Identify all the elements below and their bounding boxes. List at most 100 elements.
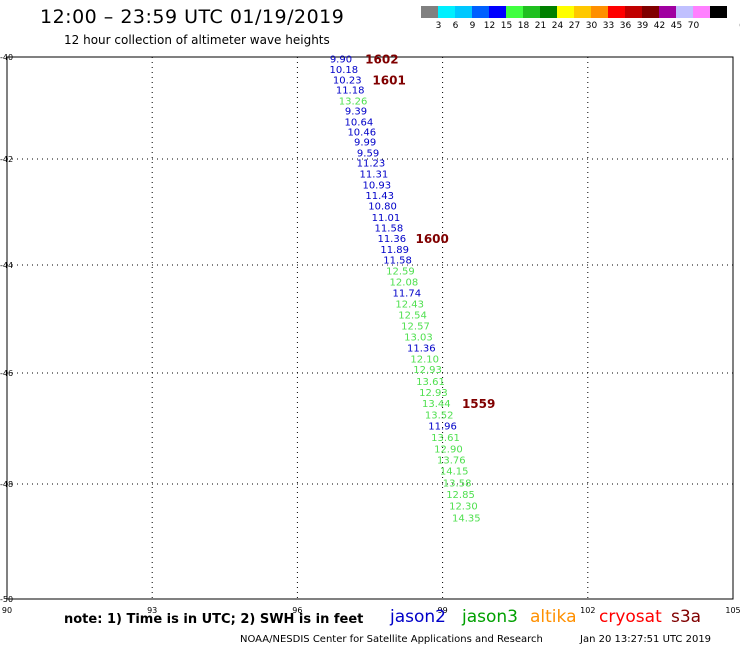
wave-height-label: 10.46	[347, 127, 376, 138]
legend-label: 70	[687, 21, 700, 31]
lon-tick-label: 99	[438, 606, 448, 615]
wave-height-label: 11.23	[357, 159, 386, 170]
legend-label: 15	[500, 21, 513, 31]
legend-label: 12	[483, 21, 496, 31]
wave-height-label: 11.43	[365, 191, 394, 202]
legend-swatch	[523, 6, 540, 18]
wave-height-label: 13.26	[339, 96, 368, 107]
wave-height-label: 12.90	[434, 444, 463, 455]
lon-tick-label: 96	[292, 606, 302, 615]
legend-label: 45	[670, 21, 683, 31]
wave-height-label: 10.64	[345, 117, 374, 128]
lon-tick-label: 105	[725, 606, 740, 615]
legend-swatch	[557, 6, 574, 18]
wave-height-label: 13.58	[443, 478, 472, 489]
wave-height-label: 13.61	[431, 433, 460, 444]
lat-tick-label: -40	[0, 53, 13, 62]
wave-height-label: 9.59	[357, 148, 379, 159]
wave-height-label: 12.59	[386, 266, 415, 277]
lat-tick-label: -44	[0, 261, 13, 270]
map-grid	[7, 57, 733, 599]
satellite-name: altika	[530, 607, 577, 627]
satellite-name: jason2	[390, 607, 446, 627]
legend-label: 18	[517, 21, 530, 31]
legend-swatch	[591, 6, 608, 18]
legend-label: 6	[452, 21, 459, 31]
legend-swatch	[625, 6, 642, 18]
credit-text: NOAA/NESDIS Center for Satellite Applica…	[240, 634, 543, 645]
generated-timestamp: Jan 20 13:27:51 UTC 2019	[580, 634, 712, 645]
wave-height-label: 12.08	[390, 278, 419, 289]
wave-height-label: 11.18	[336, 86, 365, 97]
legend-label: 36	[619, 21, 632, 31]
lat-tick-label: -50	[0, 595, 13, 604]
wave-height-label: 13.76	[437, 456, 466, 467]
legend-swatch	[472, 6, 489, 18]
wave-height-label: 11.74	[392, 289, 421, 300]
satellite-name: s3a	[671, 607, 702, 627]
wave-height-label: 13.61	[416, 377, 445, 388]
wave-height-label: 9.99	[354, 138, 376, 149]
time-label: 1601	[372, 73, 405, 87]
lat-tick-label: -48	[0, 480, 13, 489]
legend-swatch	[455, 6, 472, 18]
legend-swatch	[438, 6, 455, 18]
legend-label: 42	[653, 21, 666, 31]
wave-height-label: 13.52	[425, 411, 454, 422]
wave-height-label: 10.93	[362, 180, 391, 191]
wave-height-label: 12.10	[410, 354, 439, 365]
legend-label: 24	[551, 21, 564, 31]
lat-tick-label: -46	[0, 369, 13, 378]
wave-height-label: 12.54	[398, 311, 427, 322]
wave-height-label: 11.89	[380, 245, 409, 256]
wave-height-label: 10.23	[333, 75, 362, 86]
wave-height-label: 14.15	[440, 467, 469, 478]
wave-height-label: 12.57	[401, 321, 430, 332]
wave-height-label: 14.35	[452, 513, 481, 524]
time-label: 1559	[462, 397, 495, 411]
wave-height-label: 11.58	[375, 223, 404, 234]
lon-tick-label: 90	[2, 606, 12, 615]
lat-tick-label: -42	[0, 155, 13, 164]
wave-height-label: 12.43	[395, 299, 424, 310]
page-title: 12:00 – 23:59 UTC 01/19/2019	[40, 6, 345, 28]
legend-swatch	[642, 6, 659, 18]
legend-swatch	[506, 6, 523, 18]
wave-height-label: 9.39	[345, 107, 367, 118]
legend-swatch	[574, 6, 591, 18]
legend-swatch	[710, 6, 727, 18]
legend-label: 30	[585, 21, 598, 31]
legend-label: 27	[568, 21, 581, 31]
legend-swatch	[540, 6, 557, 18]
lon-tick-label: 102	[580, 606, 595, 615]
time-label: 1602	[365, 53, 398, 67]
legend-label: 21	[534, 21, 547, 31]
legend-label: 39	[636, 21, 649, 31]
lon-tick-label: 93	[147, 606, 157, 615]
wave-height-label: 10.18	[330, 65, 359, 76]
wave-height-label: 12.93	[419, 388, 448, 399]
page-subtitle: 12 hour collection of altimeter wave hei…	[64, 33, 330, 47]
observation-labels: 9.9010.1810.2311.1813.269.3910.6410.469.…	[330, 55, 481, 525]
wave-height-label: 12.93	[413, 365, 442, 376]
footer-note: note: 1) Time is in UTC; 2) SWH is in fe…	[64, 612, 364, 627]
wave-height-label: 13.03	[404, 332, 433, 343]
wave-height-label: 11.01	[372, 213, 401, 224]
time-labels: 1602 1601 1600 1559	[365, 53, 495, 411]
legend-swatch	[608, 6, 625, 18]
legend-swatch	[421, 6, 438, 18]
wave-height-label: 11.31	[360, 169, 389, 180]
satellite-name: jason3	[462, 607, 518, 627]
wave-height-label: 11.96	[428, 422, 457, 433]
wave-height-label: 11.58	[383, 256, 412, 267]
wave-height-label: 13.44	[422, 399, 451, 410]
legend-label: 9	[469, 21, 476, 31]
legend-swatch	[676, 6, 693, 18]
axis-tick-labels: 90 93 96 99 102 105 -40 -42 -44 -46 -48 -50	[0, 53, 740, 615]
legend-swatch	[659, 6, 676, 18]
wave-height-label: 11.36	[407, 344, 436, 355]
legend-label: 3	[435, 21, 442, 31]
legend-label: 33	[602, 21, 615, 31]
time-label: 1600	[415, 232, 448, 246]
